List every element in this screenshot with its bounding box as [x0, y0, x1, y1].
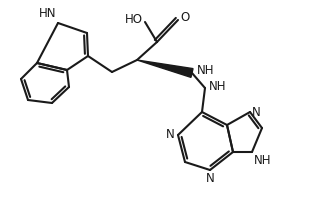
- Polygon shape: [137, 60, 193, 77]
- Text: N: N: [206, 172, 214, 185]
- Text: N: N: [252, 105, 261, 119]
- Text: HO: HO: [125, 14, 143, 26]
- Text: N: N: [166, 129, 175, 141]
- Text: O: O: [180, 12, 189, 24]
- Text: NH: NH: [254, 154, 272, 167]
- Text: NH: NH: [209, 79, 226, 93]
- Text: NH: NH: [197, 65, 214, 77]
- Text: HN: HN: [38, 7, 56, 20]
